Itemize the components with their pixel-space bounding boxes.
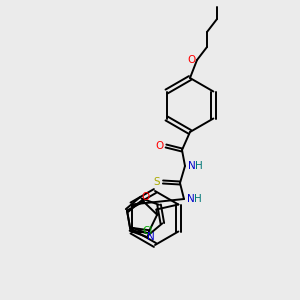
Text: Cl: Cl <box>142 226 153 236</box>
Text: N: N <box>188 161 196 171</box>
Text: O: O <box>142 192 150 202</box>
Text: H: H <box>195 161 203 171</box>
Text: O: O <box>188 55 196 65</box>
Text: N: N <box>147 232 155 242</box>
Text: N: N <box>187 194 195 204</box>
Text: H: H <box>194 194 202 204</box>
Text: S: S <box>154 177 160 187</box>
Text: O: O <box>156 141 164 151</box>
